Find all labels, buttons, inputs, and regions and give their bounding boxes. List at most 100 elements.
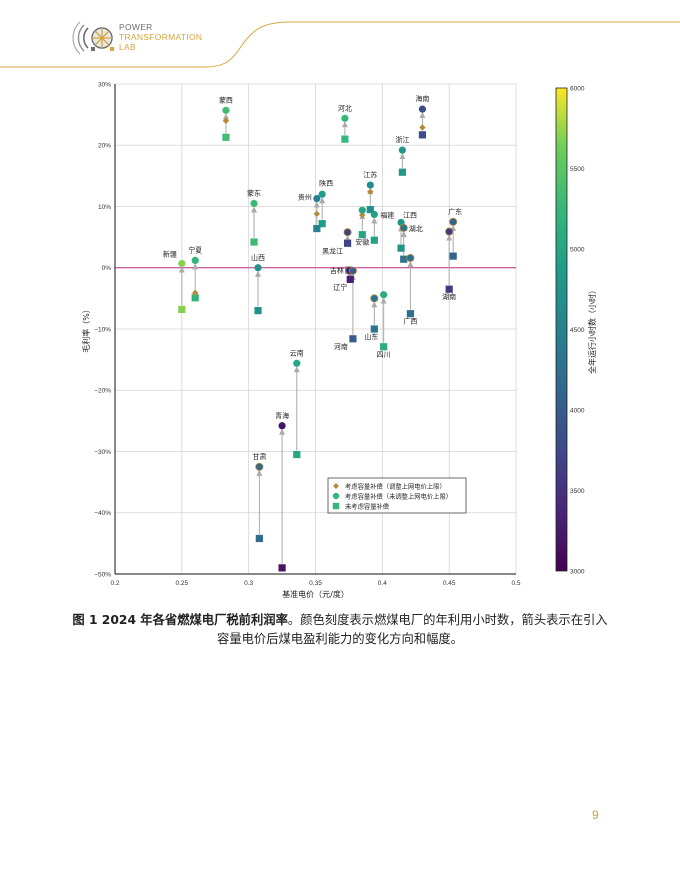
province-label: 蒙西 bbox=[219, 95, 233, 104]
province-label: 青海 bbox=[275, 411, 289, 420]
y-axis-label: 毛利率（%） bbox=[81, 305, 91, 353]
y-tick-label: −50% bbox=[94, 571, 111, 578]
caption-title: 图 1 2024 年各省燃煤电厂税前利润率 bbox=[72, 613, 288, 627]
marker-no-compensation bbox=[250, 238, 258, 246]
header-decoration bbox=[0, 21, 680, 68]
logo-icon bbox=[72, 21, 114, 55]
colorbar-tick-label: 3500 bbox=[570, 488, 585, 495]
province-label: 广东 bbox=[448, 207, 462, 216]
marker-compensation-uncapped bbox=[398, 146, 406, 154]
marker-compensation-uncapped bbox=[318, 190, 326, 198]
marker-no-compensation bbox=[358, 231, 366, 239]
marker-compensation-uncapped bbox=[366, 181, 374, 189]
marker-no-compensation bbox=[255, 534, 263, 543]
logo-text: POWER TRANSFORMATION LAB bbox=[119, 22, 202, 52]
colorbar: 6000 5500 5000 4500 4000 3500 3000 全年运行小时数（小时） bbox=[555, 85, 597, 575]
marker-no-compensation bbox=[191, 294, 199, 302]
marker-no-compensation bbox=[346, 275, 354, 283]
page-number: 9 bbox=[592, 808, 599, 822]
marker-compensation-uncapped bbox=[293, 359, 301, 367]
y-tick-label: −20% bbox=[94, 388, 111, 395]
province-label: 河南 bbox=[334, 342, 348, 351]
province-label: 湖南 bbox=[442, 292, 456, 301]
y-tick-label: 10% bbox=[98, 204, 111, 211]
y-tick-label: 30% bbox=[98, 81, 111, 88]
province-label: 贵州 bbox=[298, 193, 312, 202]
province-label: 蒙东 bbox=[247, 188, 261, 197]
marker-no-compensation bbox=[380, 343, 388, 351]
province-label: 陕西 bbox=[319, 178, 333, 187]
marker-compensation-uncapped bbox=[191, 256, 199, 264]
data-points bbox=[178, 105, 458, 572]
legend-circle-icon bbox=[332, 492, 340, 500]
legend-label: 考虑容量补偿（调整上网电价上限） bbox=[345, 481, 446, 490]
province-label: 黑龙江 bbox=[322, 246, 343, 255]
figure-caption: 图 1 2024 年各省燃煤电厂税前利润率。颜色刻度表示燃煤电厂的年利用小时数，… bbox=[70, 611, 610, 649]
province-label: 云南 bbox=[290, 348, 304, 357]
province-label: 山西 bbox=[251, 253, 265, 262]
marker-compensation-uncapped bbox=[178, 259, 186, 268]
province-label: 福建 bbox=[380, 210, 394, 219]
legend-label: 考虑容量补偿（未调整上网电价上限） bbox=[345, 491, 452, 500]
marker-no-compensation bbox=[341, 135, 349, 143]
x-tick-label: 0.35 bbox=[309, 580, 322, 587]
colorbar-label: 全年运行小时数（小时） bbox=[587, 286, 597, 374]
province-label: 甘肃 bbox=[252, 452, 266, 461]
marker-compensation-uncapped bbox=[278, 422, 286, 430]
logo-line-2: TRANSFORMATION bbox=[119, 32, 203, 42]
marker-compensation-uncapped bbox=[445, 227, 454, 236]
marker-compensation-uncapped bbox=[254, 264, 262, 272]
marker-compensation-uncapped bbox=[250, 199, 258, 208]
y-tick-label: −40% bbox=[94, 510, 111, 517]
marker-no-compensation bbox=[222, 133, 230, 141]
marker-no-compensation bbox=[370, 236, 378, 244]
page-header: POWER TRANSFORMATION LAB bbox=[0, 0, 680, 75]
legend-box bbox=[327, 477, 467, 514]
marker-no-compensation bbox=[254, 307, 262, 315]
marker-compensation-uncapped bbox=[370, 210, 378, 219]
logo-line-1: POWER bbox=[119, 22, 153, 32]
marker-no-compensation bbox=[406, 310, 415, 318]
province-label: 湖北 bbox=[409, 224, 423, 233]
x-tick-label: 0.4 bbox=[378, 580, 387, 587]
marker-compensation-uncapped bbox=[406, 253, 415, 262]
marker-compensation-uncapped bbox=[358, 206, 366, 214]
colorbar-tick-label: 4500 bbox=[570, 327, 585, 334]
province-label: 宁夏 bbox=[188, 245, 202, 254]
x-tick-label: 0.25 bbox=[176, 580, 189, 587]
marker-no-compensation bbox=[293, 450, 301, 459]
marker-compensation-capped bbox=[192, 289, 199, 297]
colorbar-tick-label: 3000 bbox=[570, 568, 585, 575]
x-tick-label: 0.45 bbox=[443, 580, 456, 587]
marker-compensation-uncapped bbox=[449, 217, 458, 226]
marker-no-compensation bbox=[313, 224, 321, 233]
colorbar-tick-label: 6000 bbox=[570, 85, 585, 92]
marker-no-compensation bbox=[398, 168, 406, 176]
marker-no-compensation bbox=[449, 252, 457, 260]
y-tick-label: −10% bbox=[94, 326, 111, 333]
y-tick-label: 20% bbox=[98, 143, 111, 150]
colorbar-tick-label: 4000 bbox=[570, 407, 585, 414]
marker-compensation-capped bbox=[359, 211, 366, 219]
chart-axes: 0.2 0.25 0.3 0.35 0.4 0.45 0.5 30% 20% 10% 0% −10% −… bbox=[81, 81, 521, 599]
province-label: 广西 bbox=[403, 317, 417, 326]
marker-compensation-capped bbox=[313, 210, 321, 218]
marker-compensation-uncapped bbox=[222, 106, 230, 114]
marker-compensation-uncapped bbox=[343, 228, 352, 237]
marker-compensation-uncapped bbox=[418, 105, 427, 113]
marker-no-compensation bbox=[445, 285, 453, 293]
marker-compensation-uncapped bbox=[380, 291, 388, 299]
province-label: 安徽 bbox=[355, 238, 369, 247]
province-label: 吉林 bbox=[330, 266, 344, 275]
province-label: 新疆 bbox=[163, 249, 177, 258]
province-label: 江西 bbox=[403, 211, 417, 219]
marker-no-compensation bbox=[370, 325, 378, 333]
colorbar-tick-label: 5000 bbox=[570, 246, 585, 253]
chart-legend: 考虑容量补偿（调整上网电价上限）考虑容量补偿（未调整上网电价上限）未考虑容量补偿 bbox=[327, 477, 467, 514]
marker-compensation-capped bbox=[367, 188, 374, 195]
marker-no-compensation bbox=[397, 244, 405, 252]
province-label: 辽宁 bbox=[333, 282, 347, 291]
province-label: 四川 bbox=[377, 351, 391, 359]
marker-compensation-uncapped bbox=[255, 462, 264, 471]
scatter-chart: 0.2 0.25 0.3 0.35 0.4 0.45 0.5 30% 20% 10% 0% −10% −… bbox=[81, 81, 597, 599]
